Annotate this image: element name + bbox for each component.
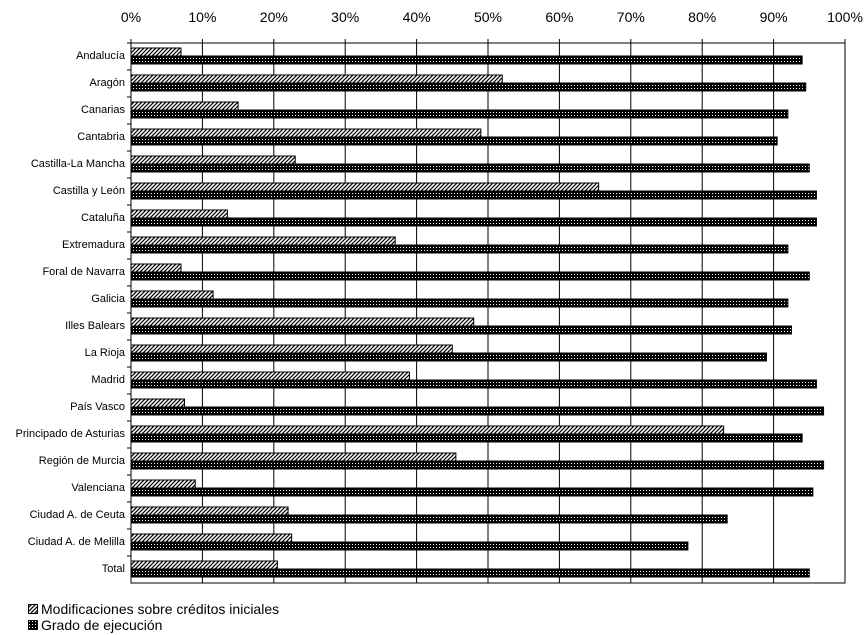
bar-grado-ejecucion: [130, 514, 728, 524]
bar-grado-ejecucion: [130, 82, 807, 92]
bar-modificaciones: [130, 74, 503, 84]
x-tick-label: 10%: [188, 9, 216, 25]
x-tick-label: 80%: [688, 9, 716, 25]
x-tick-label: 0%: [121, 9, 141, 25]
bar-grado-ejecucion: [130, 487, 814, 497]
bar-grado-ejecucion: [130, 325, 792, 335]
x-axis-ticks: 0% 10% 20% 30% 40% 50% 60% 70% 80% 90% 100%: [121, 9, 863, 43]
x-tick-label: 90%: [760, 9, 788, 25]
legend-item-grado: Grado de ejecución: [28, 617, 279, 633]
bar-modificaciones: [130, 371, 410, 381]
bar-grado-ejecucion: [130, 136, 778, 146]
bar-grado-ejecucion: [130, 217, 817, 227]
bar-modificaciones: [130, 47, 182, 57]
plot-area-frame: [130, 42, 846, 584]
x-tick-label: 100%: [827, 9, 863, 25]
category-label: Ciudad A. de Ceuta: [30, 509, 126, 521]
bar-modificaciones: [130, 479, 196, 489]
bar-modificaciones: [130, 344, 453, 354]
bar-grado-ejecucion: [130, 379, 817, 389]
category-label: Madrid: [91, 374, 125, 386]
category-label: Castilla-La Mancha: [31, 158, 126, 170]
bar-grado-ejecucion: [130, 55, 803, 65]
category-label: Región de Murcia: [39, 455, 126, 467]
bar-modificaciones: [130, 560, 278, 570]
category-label: Andalucía: [76, 50, 126, 62]
bar-modificaciones: [130, 209, 228, 219]
x-tick-label: 40%: [403, 9, 431, 25]
category-label: Galicia: [91, 293, 126, 305]
hatch-swatch-icon: [28, 604, 38, 614]
grid-lines: [201, 43, 775, 583]
bar-modificaciones: [130, 506, 289, 516]
bar-modificaciones: [130, 290, 214, 300]
x-tick-label: 20%: [260, 9, 288, 25]
bar-modificaciones: [130, 236, 396, 246]
bar-grado-ejecucion: [130, 271, 810, 281]
category-label: Ciudad A. de Melilla: [28, 536, 126, 548]
bar-grado-ejecucion: [130, 541, 689, 551]
bar-modificaciones: [130, 263, 182, 273]
category-label: Principado de Asturias: [16, 428, 126, 440]
x-tick-label: 60%: [545, 9, 573, 25]
bar-modificaciones: [130, 182, 600, 192]
bar-modificaciones: [130, 101, 239, 111]
bar-grado-ejecucion: [130, 109, 789, 119]
bar-modificaciones: [130, 317, 475, 327]
checker-swatch-icon: [28, 620, 38, 630]
legend: Modificaciones sobre créditos iniciales …: [28, 601, 279, 633]
category-label: Foral de Navarra: [42, 266, 125, 278]
bar-grado-ejecucion: [130, 352, 767, 362]
category-labels: Andalucía Aragón Canarias Cantabria Castilla…: [16, 42, 131, 575]
category-label: País Vasco: [70, 401, 125, 413]
bar-grado-ejecucion: [130, 190, 817, 200]
category-label: Castilla y León: [53, 185, 125, 197]
bar-modificaciones: [130, 128, 482, 138]
x-tick-label: 30%: [331, 9, 359, 25]
bar-grado-ejecucion: [130, 433, 803, 443]
bar-grado-ejecucion: [130, 163, 810, 173]
bar-grado-ejecucion: [130, 460, 825, 470]
bars: [130, 47, 825, 578]
category-label: Illes Balears: [65, 320, 125, 332]
category-label: Cataluña: [81, 212, 126, 224]
bar-modificaciones: [130, 452, 457, 462]
category-label: Total: [102, 563, 125, 575]
legend-label-grado: Grado de ejecución: [41, 617, 163, 633]
legend-item-modificaciones: Modificaciones sobre créditos iniciales: [28, 601, 279, 617]
bar-grado-ejecucion: [130, 244, 789, 254]
bar-grado-ejecucion: [130, 406, 825, 416]
category-label: Aragón: [90, 77, 125, 89]
bar-modificaciones: [130, 425, 725, 435]
category-label: Cantabria: [77, 131, 126, 143]
category-label: Valenciana: [71, 482, 125, 494]
bar-modificaciones: [130, 398, 186, 408]
x-tick-label: 50%: [474, 9, 502, 25]
bar-modificaciones: [130, 533, 293, 543]
x-tick-label: 70%: [617, 9, 645, 25]
bar-grado-ejecucion: [130, 298, 789, 308]
category-label: Extremadura: [62, 239, 126, 251]
category-label: Canarias: [81, 104, 126, 116]
bar-modificaciones: [130, 155, 296, 165]
legend-label-modificaciones: Modificaciones sobre créditos iniciales: [41, 601, 280, 617]
bar-grado-ejecucion: [130, 568, 810, 578]
category-label: La Rioja: [85, 347, 126, 359]
